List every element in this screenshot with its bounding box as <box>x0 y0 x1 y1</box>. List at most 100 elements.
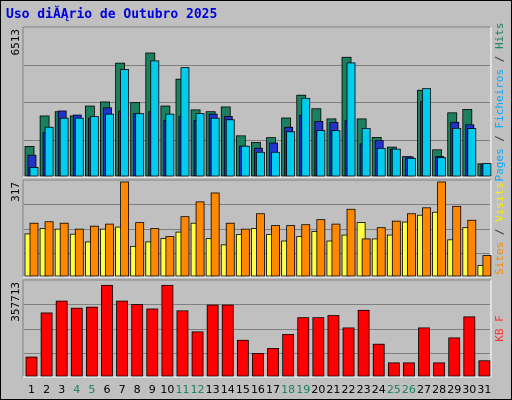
bar-sites <box>437 181 447 277</box>
day-label: 20 <box>311 383 325 396</box>
series-legend-label: Sites / Visits <box>493 182 506 275</box>
bar-sites <box>59 222 69 277</box>
bar-sites <box>120 181 129 277</box>
bar-pages <box>407 157 416 177</box>
bar-kbytes <box>176 310 189 377</box>
day-label: 2 <box>43 383 50 396</box>
bar-pages <box>256 151 265 177</box>
day-label: 1 <box>28 383 35 396</box>
series-legend-label: Pages / Ficheiros / Hits <box>493 23 506 182</box>
bar-pages <box>135 113 145 177</box>
bar-sites <box>105 223 114 277</box>
bar-pages <box>44 126 54 177</box>
day-label: 23 <box>357 383 371 396</box>
bar-kbytes <box>40 312 53 377</box>
day-label: 18 <box>281 383 295 396</box>
panel-pages-files-hits: 6513 Pages / Ficheiros / Hits <box>9 23 506 182</box>
bar-pages <box>105 113 114 177</box>
bar-sites <box>467 219 477 277</box>
bar-kbytes <box>418 327 430 377</box>
bar-sites <box>361 238 371 277</box>
legend-part: Visits <box>493 182 506 222</box>
legend-part: / <box>493 49 506 69</box>
bar-sites <box>316 219 326 277</box>
bar-pages <box>165 113 175 177</box>
day-label: 8 <box>134 383 141 396</box>
y-axis-max-label: 6513 <box>9 29 22 56</box>
bar-kbytes <box>55 300 68 377</box>
bar-pages <box>59 117 69 177</box>
y-axis-max-label: 317 <box>9 182 22 202</box>
day-label: 31 <box>477 383 491 396</box>
bar-sites <box>376 227 386 277</box>
bar-kbytes <box>463 316 476 377</box>
bar-kbytes <box>282 334 295 377</box>
bar-pages <box>271 151 280 177</box>
bar-pages <box>452 127 462 177</box>
day-label: 11 <box>175 383 189 396</box>
bar-kbytes <box>372 343 385 377</box>
bar-sites <box>256 213 265 277</box>
day-label: 28 <box>432 383 446 396</box>
day-label: 30 <box>462 383 476 396</box>
panel-sites-visits: 317 Sites / Visits <box>9 179 506 278</box>
chart-title: Uso diĂĄrio de Outubro 2025 <box>6 6 217 22</box>
bar-sites <box>74 228 84 277</box>
bar-pages <box>150 60 160 177</box>
bar-sites <box>482 255 492 277</box>
bar-sites <box>331 223 341 277</box>
bar-sites <box>301 224 311 277</box>
bar-pages <box>240 145 250 177</box>
bar-pages <box>89 116 99 177</box>
bar-kbytes <box>252 353 264 377</box>
bar-sites <box>195 201 205 277</box>
day-label: 3 <box>58 383 65 396</box>
day-label: 21 <box>326 383 340 396</box>
legend-part: Pages <box>493 148 506 181</box>
bar-pages <box>301 97 311 177</box>
day-label: 14 <box>221 383 235 396</box>
bar-kbytes <box>221 304 234 377</box>
bar-pages <box>346 62 356 177</box>
bar-pages <box>391 148 401 177</box>
day-label: 29 <box>447 383 461 396</box>
day-label: 13 <box>206 383 220 396</box>
bar-kbytes <box>478 360 491 377</box>
bar-kbytes <box>25 356 38 377</box>
bar-kbytes <box>433 362 446 377</box>
bar-sites <box>165 236 175 277</box>
bar-sites <box>210 192 220 277</box>
bars-bottom <box>25 284 491 377</box>
bar-kbytes <box>403 362 415 377</box>
bar-pages <box>180 67 190 177</box>
day-label: 9 <box>149 383 156 396</box>
day-label: 12 <box>191 383 205 396</box>
bar-kbytes <box>70 307 83 377</box>
day-label: 27 <box>417 383 431 396</box>
bar-pages <box>437 157 447 177</box>
bar-kbytes <box>236 339 249 377</box>
bar-pages <box>316 130 326 177</box>
bar-sites <box>271 225 280 277</box>
bar-sites <box>391 220 401 277</box>
bar-kbytes <box>448 337 461 377</box>
x-axis-day-labels: 1 2 3 4 5 6 7 8 9 10 11 12 13 14 15 16 17 18 19 20 21 22 23 24 2… <box>28 383 491 396</box>
bar-kbytes <box>387 362 400 377</box>
legend-part: / <box>493 222 506 242</box>
day-label: 10 <box>160 383 174 396</box>
day-label: 16 <box>251 383 265 396</box>
bar-kbytes <box>206 304 219 377</box>
bar-sites <box>452 205 462 277</box>
legend-part: / <box>493 128 506 148</box>
bar-kbytes <box>101 284 113 377</box>
day-label: 25 <box>387 383 401 396</box>
day-label: 17 <box>266 383 280 396</box>
bar-pages <box>361 127 371 177</box>
bar-kbytes <box>161 284 174 377</box>
bar-sites <box>240 228 250 277</box>
day-label: 24 <box>372 383 386 396</box>
bar-pages <box>467 128 477 177</box>
legend-part: Hits <box>493 23 506 50</box>
bar-pages <box>331 130 341 177</box>
